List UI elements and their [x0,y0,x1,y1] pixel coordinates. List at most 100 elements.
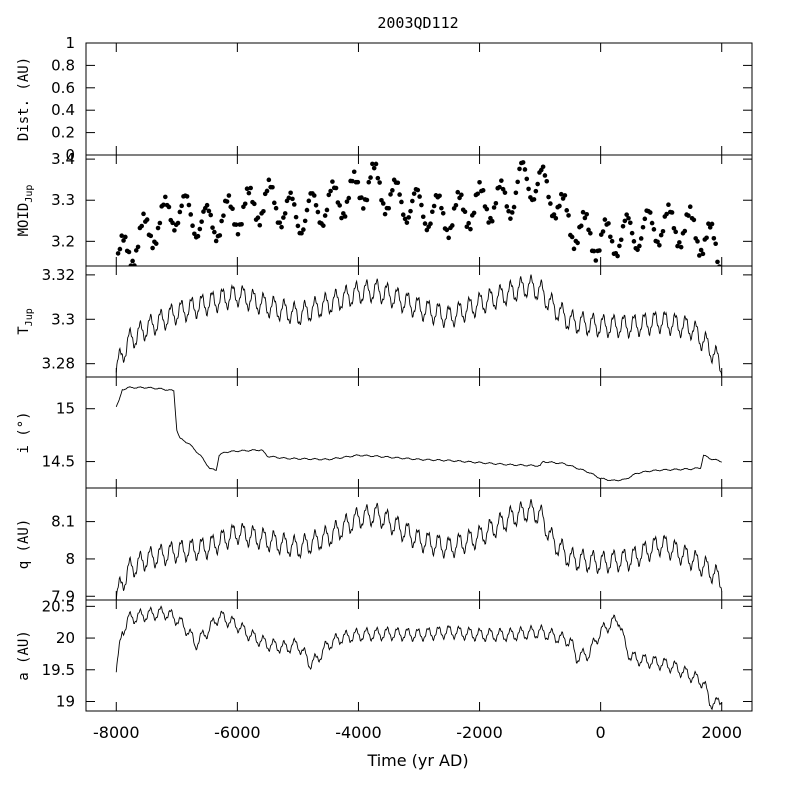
data-point [277,220,283,225]
data-point [506,208,511,214]
data-point [373,161,379,167]
data-point [706,221,711,226]
data-point [188,212,194,217]
data-point [226,193,232,198]
data-point [669,210,675,215]
data-point [687,204,693,210]
data-point [677,240,682,245]
data-point [533,188,539,194]
x-tick-label: -6000 [214,723,261,742]
data-point [686,213,691,218]
data-point [411,191,417,196]
data-point [517,166,522,172]
data-point [130,258,135,264]
y-axis-label: TJup [16,308,35,335]
data-point [695,239,700,244]
data-point [717,264,722,266]
data-point [359,195,364,200]
data-point [135,244,141,250]
data-point [322,213,328,218]
data-point [224,199,230,204]
y-axis-label: Dist. (AU) [16,57,32,141]
data-point [597,248,602,253]
data-point [208,212,214,218]
data-point [221,213,226,218]
data-point [197,226,203,232]
data-point [388,192,393,197]
data-point [272,200,277,206]
data-point [593,258,599,263]
data-point [406,215,412,220]
data-point [291,202,297,207]
data-point [390,188,395,193]
data-point [580,209,586,215]
data-point [588,231,593,236]
data-point [415,187,421,193]
data-point [342,214,348,219]
panel-2: 3.2 3.3 3.4 MOIDJup [16,150,753,267]
series-line [115,274,723,377]
data-point [557,203,562,209]
y-tick-label: 14.5 [42,453,75,471]
data-point [184,194,190,199]
data-point [631,239,637,244]
data-point [255,215,261,221]
data-point [711,235,717,241]
data-point [123,234,128,240]
data-point [520,160,526,165]
data-point [368,175,373,180]
data-point [709,221,715,227]
data-point [660,228,666,234]
data-point [279,224,284,230]
data-point [126,249,132,255]
data-point [172,228,177,233]
data-point [635,247,640,253]
y-tick-label: 3.28 [42,355,75,373]
data-point [361,206,366,211]
data-point [664,211,669,217]
data-point [420,214,426,220]
data-point [239,221,244,227]
data-point [306,198,312,204]
data-point [170,220,175,226]
series-line [115,499,723,600]
x-tick-labels: -8000 -6000 -4000 -2000 0 2000 [93,723,742,742]
data-point [212,229,217,235]
plot-frame [85,487,753,601]
data-point [615,253,620,259]
data-point [190,223,195,229]
data-point [270,184,275,190]
data-point [658,232,664,238]
data-point [233,222,239,227]
data-point [351,169,357,175]
data-point [466,220,471,226]
data-point [493,200,499,206]
y-tick-label: 1 [65,34,75,52]
data-point [157,220,163,226]
data-point [655,239,660,245]
y-tick-label: 8 [65,550,75,568]
x-axis-label: Time (yr AD) [366,751,468,770]
data-point [355,179,361,185]
data-point [273,205,279,211]
data-point [455,189,461,195]
data-point [206,208,212,214]
y-tick-label: 7.9 [51,587,75,605]
data-point [497,184,502,190]
data-point [304,207,310,213]
data-point [626,215,631,221]
data-point [617,243,622,249]
y-tick-label: 0.8 [51,56,75,74]
data-point [313,202,319,208]
data-point [535,181,540,187]
data-point [471,210,477,216]
data-point [558,191,564,197]
data-point [531,197,537,202]
data-point [509,210,515,215]
y-tick-label: 3.32 [42,266,75,284]
y-axis-label: MOIDJup [16,185,35,237]
data-point [163,194,168,200]
data-point [439,205,444,211]
data-point [410,198,415,204]
data-point [175,220,181,226]
